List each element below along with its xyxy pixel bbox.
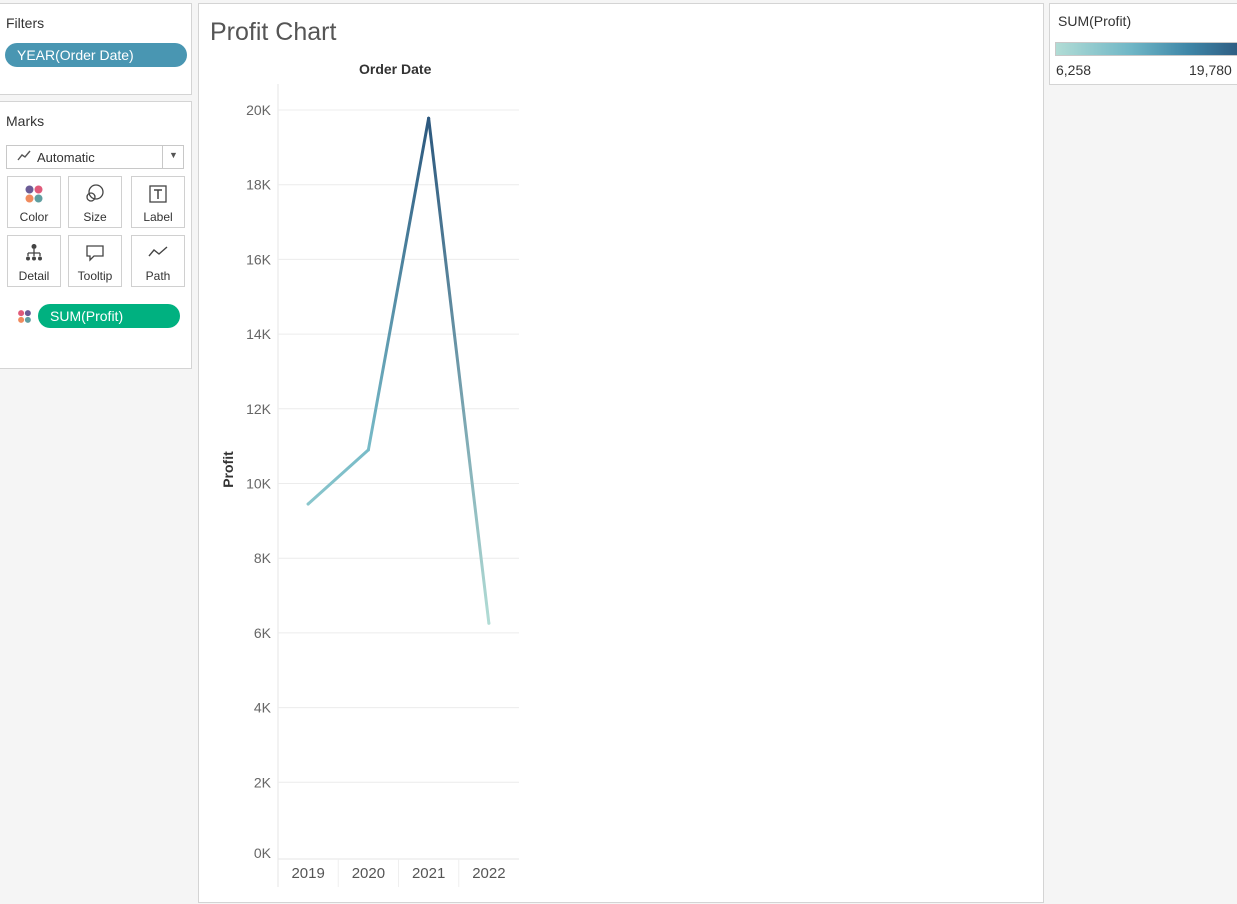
label-button[interactable]: Label: [131, 176, 185, 228]
size-button[interactable]: Size: [68, 176, 122, 228]
color-legend-card: SUM(Profit) 6,258 19,780: [1049, 3, 1237, 85]
text-label-icon: [132, 184, 184, 204]
profit-data-point: [306, 502, 310, 506]
size-button-label: Size: [83, 210, 107, 224]
y-tick-label: 14K: [246, 326, 272, 342]
tooltip-bubble-icon: [69, 243, 121, 263]
path-button[interactable]: Path: [131, 235, 185, 287]
y-tick-label: 2K: [254, 774, 272, 790]
legend-max-value: 19,780: [1189, 62, 1232, 78]
detail-button-label: Detail: [18, 269, 50, 283]
y-tick-label: 10K: [246, 476, 272, 492]
profit-data-point: [427, 116, 431, 120]
chevron-down-icon[interactable]: ▼: [169, 150, 178, 160]
profit-data-point: [366, 448, 370, 452]
x-tick-label: 2021: [412, 865, 445, 882]
color-button[interactable]: Color: [7, 176, 61, 228]
y-tick-label: 16K: [246, 251, 272, 267]
marks-card: Marks Automatic ▼ Color Size: [0, 101, 192, 369]
x-axis-title: Order Date: [359, 61, 432, 77]
dropdown-separator: [162, 146, 163, 168]
chart-title: Profit Chart: [210, 18, 337, 46]
legend-title: SUM(Profit): [1058, 13, 1132, 29]
color-dots-icon: [8, 184, 60, 204]
y-tick-label: 12K: [246, 401, 272, 417]
y-tick-label: 8K: [254, 550, 272, 566]
detail-button[interactable]: Detail: [7, 235, 61, 287]
tooltip-button-label: Tooltip: [77, 269, 113, 283]
x-tick-label: 2019: [291, 865, 324, 882]
line-chart: 0K 2K 4K 6K 8K 10K 12K 14K 16K 18K 20K 2019 2020 2021…: [220, 84, 519, 887]
color-gradient-bar: [1055, 42, 1237, 56]
tooltip-button[interactable]: Tooltip: [68, 235, 122, 287]
profit-data-point: [487, 621, 491, 625]
label-button-label: Label: [143, 210, 173, 224]
x-tick-label: 2020: [352, 865, 385, 882]
profit-line-segment: [366, 116, 431, 452]
line-chart-icon: [17, 149, 31, 168]
y-tick-label: 6K: [254, 625, 272, 641]
marks-title: Marks: [6, 113, 45, 129]
color-dots-icon: [17, 309, 32, 329]
x-tick-label: 2022: [472, 865, 505, 882]
legend-min-value: 6,258: [1056, 62, 1092, 78]
path-line-icon: [132, 243, 184, 263]
sum-profit-field-pill[interactable]: SUM(Profit): [38, 304, 180, 328]
year-order-date-filter-pill[interactable]: YEAR(Order Date): [5, 43, 187, 67]
detail-tree-icon: [8, 243, 60, 263]
filters-title: Filters: [6, 15, 45, 31]
filters-card: Filters YEAR(Order Date): [0, 3, 192, 95]
y-tick-label: 18K: [246, 177, 272, 193]
size-circles-icon: [69, 184, 121, 204]
y-tick-label: 4K: [254, 700, 272, 716]
mark-type-dropdown[interactable]: Automatic ▼: [6, 145, 184, 169]
y-tick-label: 0K: [254, 845, 272, 861]
profit-line-segment: [427, 116, 491, 625]
path-button-label: Path: [145, 269, 171, 283]
y-tick-label: 20K: [246, 102, 272, 118]
y-axis-title: Profit: [220, 451, 236, 488]
mark-type-label: Automatic: [37, 150, 95, 165]
chart-card: Profit Chart Order Date 0K 2K 4K 6K 8K 10K 12K…: [198, 3, 1044, 903]
profit-line-segment: [306, 448, 370, 506]
color-button-label: Color: [19, 210, 49, 224]
